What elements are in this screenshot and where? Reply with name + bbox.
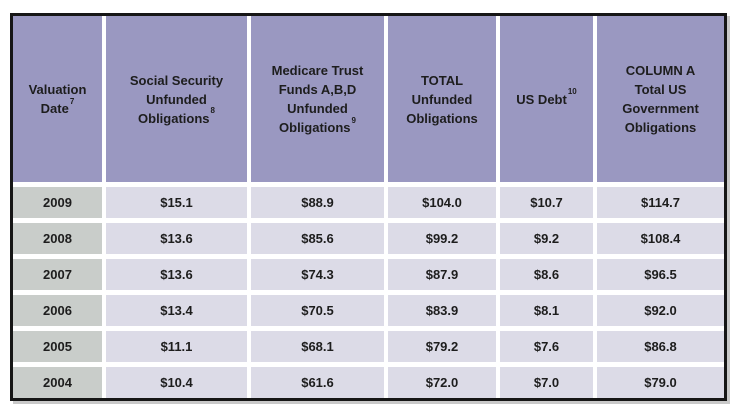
year-cell: 2004 — [13, 367, 102, 398]
year-cell: 2008 — [13, 223, 102, 254]
year-cell: 2009 — [13, 187, 102, 218]
value-cell: $108.4 — [597, 223, 724, 254]
header-line: TOTAL — [420, 72, 464, 88]
value-cell: $114.7 — [597, 187, 724, 218]
value-cell: $10.7 — [500, 187, 593, 218]
value-cell: $10.4 — [106, 367, 247, 398]
value-cell: $7.6 — [500, 331, 593, 362]
header-cell-column-a-total: COLUMN A Total US Government Obligations — [597, 16, 724, 182]
year-cell: 2005 — [13, 331, 102, 362]
header-line: Government — [622, 101, 699, 116]
value-cell: $70.5 — [251, 295, 384, 326]
header-line: Unfunded — [146, 91, 207, 107]
value-cell: $8.1 — [500, 295, 593, 326]
value-cell: $13.6 — [106, 223, 247, 254]
header-cell-social-security-unfunded: Social Security Unfunded Obligations8 — [106, 16, 247, 182]
value-cell: $85.6 — [251, 223, 384, 254]
header-line: Unfunded — [411, 91, 473, 107]
footnote-marker: 8 — [210, 106, 215, 116]
header-line: Medicare Trust — [271, 63, 364, 78]
year-cell: 2007 — [13, 259, 102, 290]
header-cell-medicare-unfunded: Medicare Trust Funds A,B,D Unfunded Obli… — [251, 16, 384, 182]
value-cell: $79.0 — [597, 367, 724, 398]
value-cell: $72.0 — [388, 367, 496, 398]
header-line: Funds A,B,D — [278, 82, 357, 97]
footnote-marker: 7 — [69, 96, 75, 106]
value-cell: $13.6 — [106, 259, 247, 290]
header-line: Obligations — [406, 110, 478, 126]
value-cell: $9.2 — [500, 223, 593, 254]
header-cell-valuation-date: Valuation Date7 — [13, 16, 102, 182]
value-cell: $96.5 — [597, 259, 724, 290]
value-cell: $15.1 — [106, 187, 247, 218]
header-line: Social Security — [129, 72, 224, 88]
header-cell-us-debt: US Debt10 — [500, 16, 593, 182]
footnote-marker: 10 — [567, 87, 577, 97]
header-line: Obligations8 — [138, 106, 215, 126]
value-cell: $68.1 — [251, 331, 384, 362]
header-line: COLUMN A — [625, 63, 696, 78]
header-line: Unfunded — [287, 101, 348, 116]
value-cell: $104.0 — [388, 187, 496, 218]
value-cell: $99.2 — [388, 223, 496, 254]
header-line: Obligations — [624, 120, 697, 135]
year-cell: 2006 — [13, 295, 102, 326]
value-cell: $87.9 — [388, 259, 496, 290]
value-cell: $86.8 — [597, 331, 724, 362]
value-cell: $61.6 — [251, 367, 384, 398]
header-line: Total US — [634, 82, 687, 97]
value-cell: $11.1 — [106, 331, 247, 362]
header-line: Valuation — [28, 82, 87, 97]
header-line: US Debt10 — [516, 87, 577, 107]
header-cell-total-unfunded: TOTAL Unfunded Obligations — [388, 16, 496, 182]
value-cell: $7.0 — [500, 367, 593, 398]
government-obligations-table: Valuation Date7 Social Security Unfunded… — [10, 13, 727, 401]
header-line: Obligations9 — [279, 115, 356, 135]
value-cell: $79.2 — [388, 331, 496, 362]
value-cell: $13.4 — [106, 295, 247, 326]
header-line: Date7 — [40, 96, 75, 116]
footnote-marker: 9 — [351, 115, 356, 125]
value-cell: $8.6 — [500, 259, 593, 290]
value-cell: $74.3 — [251, 259, 384, 290]
value-cell: $88.9 — [251, 187, 384, 218]
value-cell: $92.0 — [597, 295, 724, 326]
value-cell: $83.9 — [388, 295, 496, 326]
